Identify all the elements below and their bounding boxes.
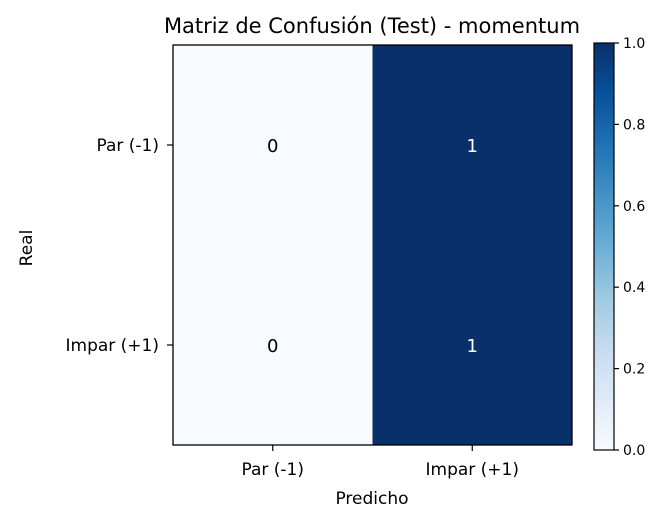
- colorbar-tick-label: 0.2: [623, 362, 645, 378]
- colorbar-tick-label: 0.8: [623, 117, 645, 133]
- colorbar-tick-label: 1.0: [623, 36, 645, 52]
- heatmap-cells: [173, 45, 573, 446]
- colorbar-tick-label: 0.4: [623, 280, 645, 296]
- colorbar-tick-label: 0.6: [623, 199, 645, 215]
- heatmap-cell: [372, 45, 573, 246]
- colorbar: [593, 42, 615, 451]
- y-tick-label: Par (-1): [96, 136, 159, 156]
- heatmap-cell: [173, 45, 373, 246]
- cell-value-label: 1: [467, 136, 478, 157]
- y-axis-label: Real: [17, 230, 37, 267]
- x-tick-label: Par (-1): [241, 460, 304, 480]
- x-axis-label: Predicho: [335, 489, 408, 509]
- colorbar-tick-label: 0.0: [623, 443, 645, 459]
- x-axis-ticks: Par (-1) Impar (+1): [241, 445, 519, 480]
- heatmap-cell: [173, 245, 373, 446]
- heatmap-cell-labels: 0 1 0 1: [267, 136, 478, 357]
- y-axis-ticks: Par (-1) Impar (+1): [66, 136, 173, 356]
- heatmap-cell: [372, 245, 573, 446]
- cell-value-label: 0: [267, 336, 278, 357]
- cell-value-label: 0: [267, 136, 278, 157]
- cell-value-label: 1: [467, 336, 478, 357]
- colorbar-ticks: 0.0 0.2 0.4 0.6 0.8 1.0: [614, 36, 645, 459]
- plot-frame: [172, 44, 573, 446]
- chart-title: Matriz de Confusión (Test) - momentum: [164, 14, 580, 38]
- x-tick-label: Impar (+1): [426, 460, 520, 480]
- y-tick-label: Impar (+1): [66, 336, 160, 356]
